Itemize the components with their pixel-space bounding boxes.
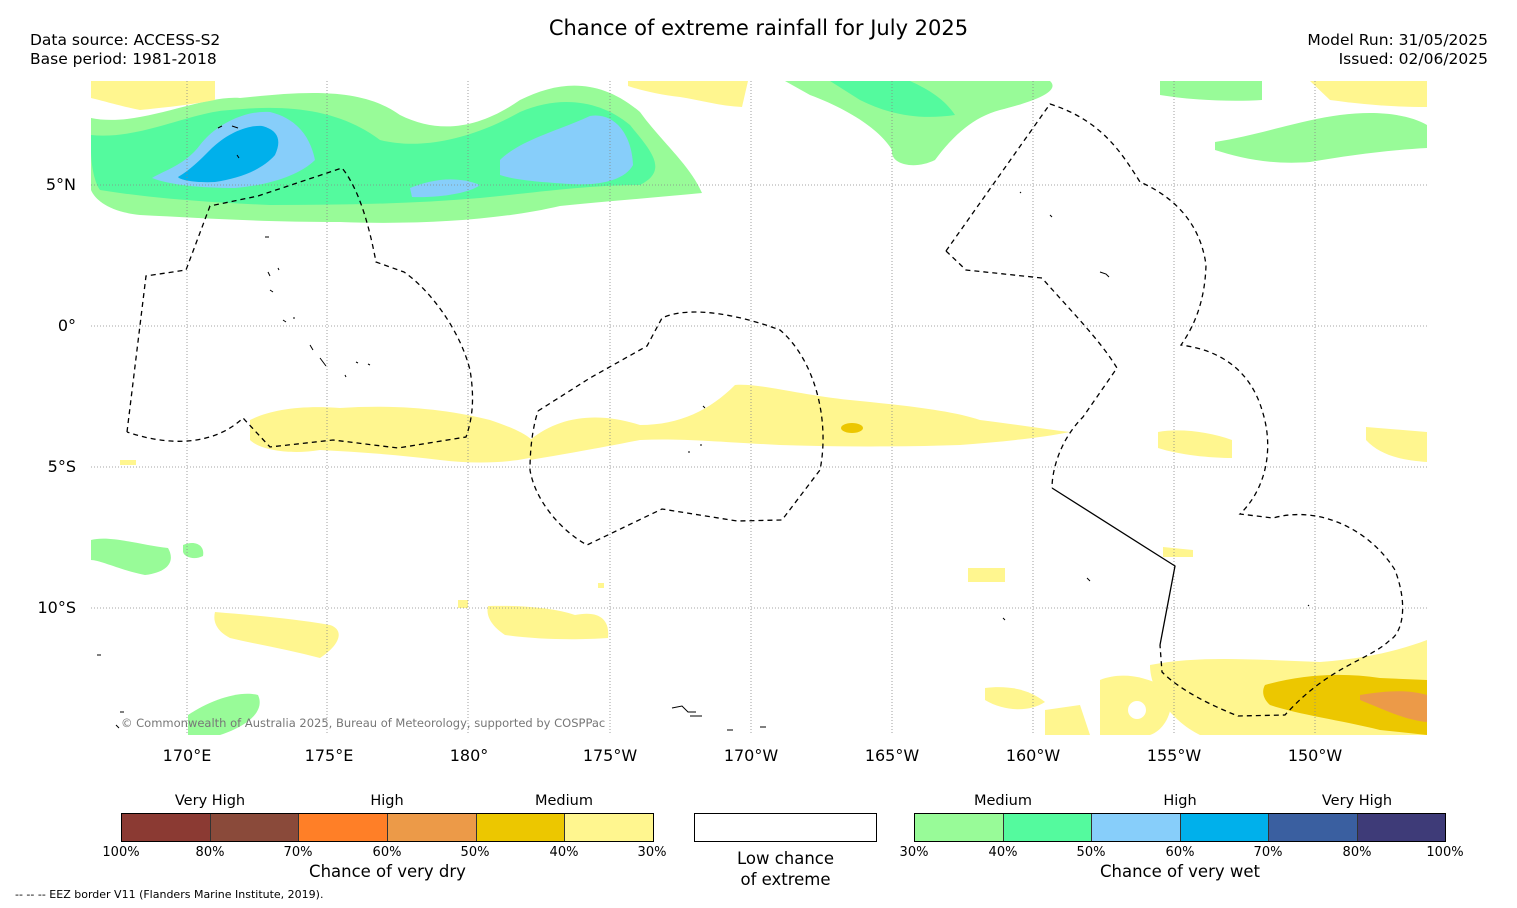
- wet-cat-medium: Medium: [974, 793, 1032, 809]
- wet-swatch: [1269, 814, 1358, 841]
- wet-tick: 50%: [1076, 845, 1106, 860]
- wet-colorbar: [914, 813, 1446, 842]
- wet-legend-label: Chance of very wet: [1100, 862, 1260, 881]
- rainfall-map: [91, 81, 1427, 735]
- lon-label-180: 180°: [449, 746, 489, 765]
- lat-label-10s: 10°S: [37, 598, 76, 617]
- eez-borders: [126, 103, 1404, 717]
- dry-legend-label: Chance of very dry: [309, 862, 466, 881]
- lat-label-5n: 5°N: [45, 175, 76, 194]
- wet-anomaly-north: [91, 81, 1427, 223]
- lon-label-165w: 165°W: [864, 746, 920, 765]
- lon-label-170e: 170°E: [162, 746, 212, 765]
- wet-swatch: [1180, 814, 1269, 841]
- wet-tick: 40%: [988, 845, 1018, 860]
- eez-boundary-solid: [1051, 487, 1176, 646]
- neutral-legend-label: Low chance of extreme: [694, 848, 877, 890]
- model-run: Model Run: 31/05/2025: [1307, 31, 1488, 49]
- dry-swatch: [565, 814, 654, 841]
- dry-cat-medium: Medium: [535, 793, 593, 809]
- base-period: Base period: 1981-2018: [30, 50, 217, 68]
- wet-swatch: [915, 814, 1004, 841]
- dry-cat-very-high: Very High: [174, 793, 246, 809]
- lon-label-160w: 160°W: [1005, 746, 1061, 765]
- lon-label-175w: 175°W: [582, 746, 638, 765]
- wet-tick: 30%: [899, 845, 929, 860]
- dry-swatch: [122, 814, 211, 841]
- wet-cat-very-high: Very High: [1321, 793, 1393, 809]
- lon-label-155w: 155°W: [1146, 746, 1202, 765]
- islands: [97, 125, 1310, 731]
- run-info: Model Run: 31/05/2025 Issued: 02/06/2025: [1307, 31, 1488, 69]
- dry-cat-high: High: [370, 793, 404, 809]
- gridlines: [91, 81, 1427, 735]
- wet-tick: 70%: [1253, 845, 1283, 860]
- lon-label-175e: 175°E: [304, 746, 354, 765]
- neutral-colorbar: [694, 813, 877, 842]
- dry-tick: 70%: [283, 845, 313, 860]
- dry-tick: 80%: [195, 845, 225, 860]
- neutral-swatch: [695, 814, 876, 841]
- dry-swatch: [388, 814, 477, 841]
- wet-cat-high: High: [1163, 793, 1197, 809]
- wet-swatch: [1357, 814, 1445, 841]
- dry-colorbar: [121, 813, 654, 842]
- map-title: Chance of extreme rainfall for July 2025: [548, 16, 969, 40]
- copyright-notice: © Commonwealth of Australia 2025, Bureau…: [121, 716, 606, 730]
- lon-label-170w: 170°W: [723, 746, 779, 765]
- lat-label-0: 0°: [57, 316, 76, 335]
- wet-tick: 100%: [1426, 845, 1464, 860]
- wet-anomaly-south: [91, 538, 260, 735]
- dry-tick: 30%: [637, 845, 667, 860]
- data-info: Data source: ACCESS-S2 Base period: 1981…: [30, 31, 220, 69]
- wet-tick: 60%: [1165, 845, 1195, 860]
- issued-date: Issued: 02/06/2025: [1338, 50, 1488, 68]
- dry-tick: 50%: [460, 845, 490, 860]
- dry-swatch: [476, 814, 566, 841]
- lon-label-150w: 150°W: [1287, 746, 1343, 765]
- dry-tick: 60%: [372, 845, 402, 860]
- dry-swatch: [299, 814, 389, 841]
- wet-swatch: [1003, 814, 1092, 841]
- eez-note: -- -- -- EEZ border V11 (Flanders Marine…: [15, 888, 324, 901]
- dry-swatch: [210, 814, 300, 841]
- dry-tick: 40%: [549, 845, 579, 860]
- dry-tick: 100%: [102, 845, 140, 860]
- lat-label-5s: 5°S: [47, 457, 76, 476]
- dry-anomaly: [91, 81, 1427, 735]
- neutral-label-line1: Low chance: [736, 849, 835, 868]
- data-source: Data source: ACCESS-S2: [30, 31, 221, 49]
- wet-swatch: [1092, 814, 1181, 841]
- wet-tick: 80%: [1342, 845, 1372, 860]
- neutral-label-line2: of extreme: [740, 870, 831, 889]
